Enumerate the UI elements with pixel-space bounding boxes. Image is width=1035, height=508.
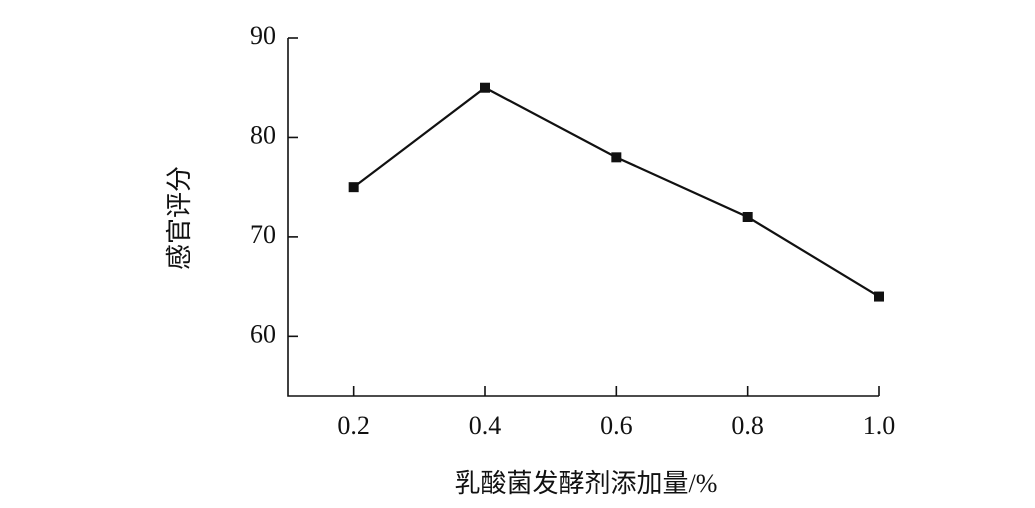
y-tick-label: 70 [250, 220, 276, 249]
point [742, 212, 753, 222]
y-tick-label: 80 [250, 120, 276, 149]
point [348, 182, 359, 193]
y-axis-label: 感官评分 [165, 166, 194, 270]
point [611, 152, 622, 163]
x-tick-label: 0.4 [469, 411, 502, 440]
x-tick-label: 0.2 [337, 411, 370, 440]
y-tick-label: 90 [250, 21, 276, 50]
axes [287, 38, 879, 397]
x-tick-label: 1.0 [863, 411, 896, 440]
x-tick-label: 0.6 [600, 411, 633, 440]
y-tick-label: 60 [250, 319, 276, 348]
line [353, 86, 880, 298]
x-axis-label: 乳酸菌发酵剂添加量/% [455, 469, 718, 498]
point [874, 291, 884, 302]
x-tick-label: 0.8 [731, 411, 764, 440]
point [480, 82, 490, 93]
